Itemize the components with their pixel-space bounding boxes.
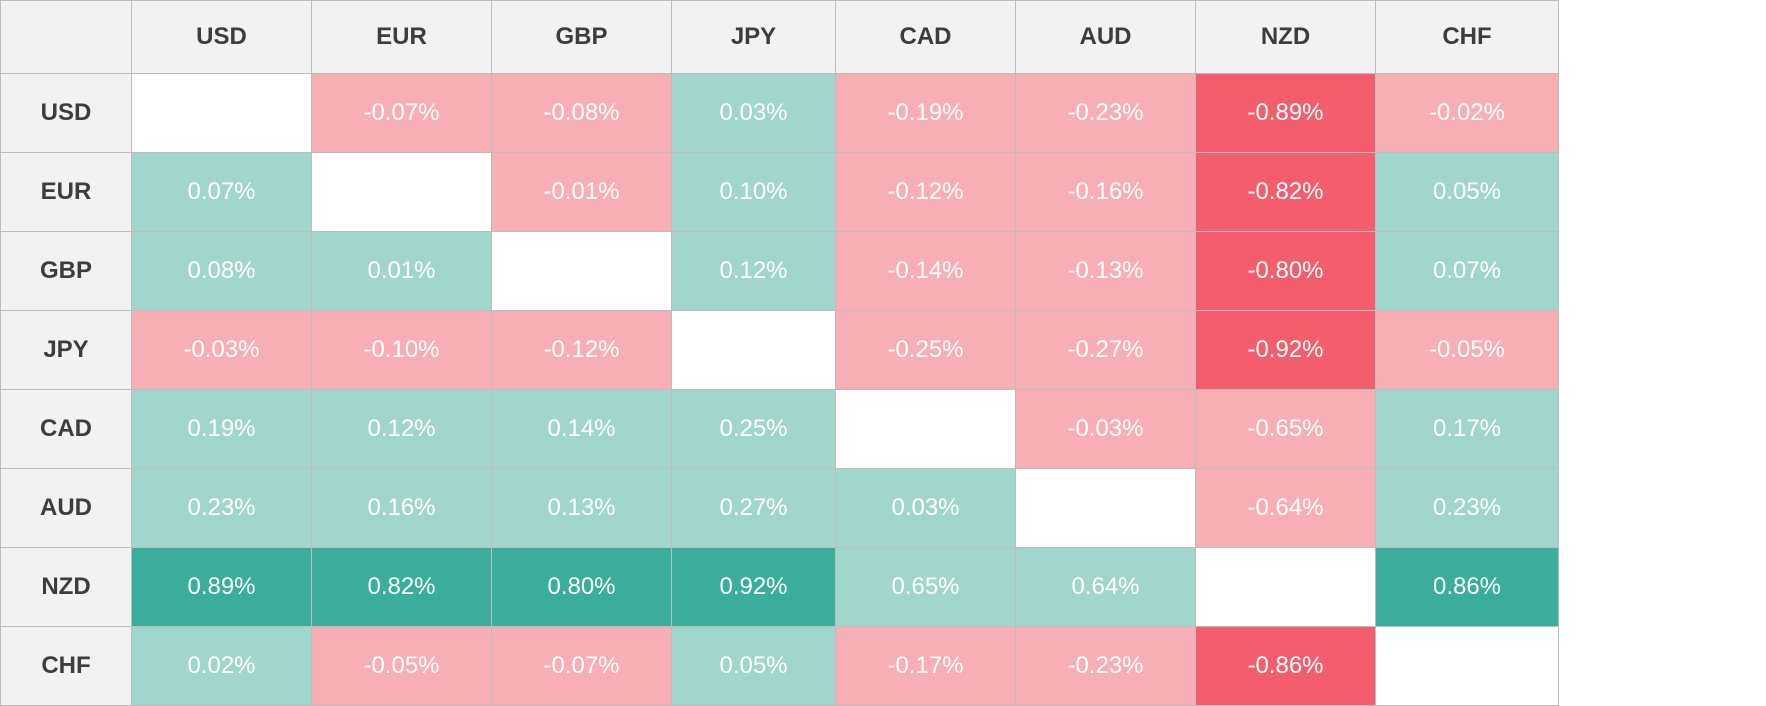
heatmap-cell-cad-gbp: 0.14%: [491, 389, 672, 469]
heatmap-cell-chf-cad: -0.17%: [835, 626, 1016, 706]
heatmap-cell-jpy-chf: -0.05%: [1375, 310, 1559, 390]
row-header-chf: CHF: [0, 626, 132, 706]
heatmap-cell-nzd-nzd: [1195, 547, 1376, 627]
heatmap-cell-aud-nzd: -0.64%: [1195, 468, 1376, 548]
heatmap-cell-eur-gbp: -0.01%: [491, 152, 672, 232]
column-header-jpy: JPY: [671, 0, 836, 74]
heatmap-cell-usd-jpy: 0.03%: [671, 73, 836, 153]
row-header-aud: AUD: [0, 468, 132, 548]
row-header-nzd: NZD: [0, 547, 132, 627]
heatmap-cell-jpy-usd: -0.03%: [131, 310, 312, 390]
heatmap-cell-chf-nzd: -0.86%: [1195, 626, 1376, 706]
corner-cell: [0, 0, 132, 74]
header-row: USD EUR GBP JPY CAD AUD NZD CHF: [0, 0, 1559, 74]
heatmap-cell-aud-cad: 0.03%: [835, 468, 1016, 548]
heatmap-cell-gbp-usd: 0.08%: [131, 231, 312, 311]
heatmap-cell-cad-cad: [835, 389, 1016, 469]
heatmap-cell-eur-usd: 0.07%: [131, 152, 312, 232]
heatmap-cell-chf-jpy: 0.05%: [671, 626, 836, 706]
heatmap-cell-nzd-cad: 0.65%: [835, 547, 1016, 627]
heatmap-cell-nzd-jpy: 0.92%: [671, 547, 836, 627]
column-header-chf: CHF: [1375, 0, 1559, 74]
heatmap-cell-gbp-cad: -0.14%: [835, 231, 1016, 311]
column-header-usd: USD: [131, 0, 312, 74]
column-header-nzd: NZD: [1195, 0, 1376, 74]
row-header-usd: USD: [0, 73, 132, 153]
column-header-cad: CAD: [835, 0, 1016, 74]
column-header-eur: EUR: [311, 0, 492, 74]
heatmap-cell-jpy-jpy: [671, 310, 836, 390]
heatmap-cell-gbp-aud: -0.13%: [1015, 231, 1196, 311]
heatmap-cell-cad-nzd: -0.65%: [1195, 389, 1376, 469]
heatmap-cell-cad-eur: 0.12%: [311, 389, 492, 469]
heatmap-cell-gbp-jpy: 0.12%: [671, 231, 836, 311]
heatmap-cell-nzd-chf: 0.86%: [1375, 547, 1559, 627]
heatmap-row-gbp: GBP 0.08% 0.01% 0.12% -0.14% -0.13% -0.80% 0.07…: [0, 231, 1559, 311]
heatmap-cell-aud-eur: 0.16%: [311, 468, 492, 548]
heatmap-cell-aud-usd: 0.23%: [131, 468, 312, 548]
heatmap-cell-chf-chf: [1375, 626, 1559, 706]
row-header-eur: EUR: [0, 152, 132, 232]
heatmap-cell-eur-nzd: -0.82%: [1195, 152, 1376, 232]
heatmap-cell-chf-gbp: -0.07%: [491, 626, 672, 706]
heatmap-cell-jpy-aud: -0.27%: [1015, 310, 1196, 390]
heatmap-cell-aud-gbp: 0.13%: [491, 468, 672, 548]
row-header-gbp: GBP: [0, 231, 132, 311]
heatmap-cell-usd-chf: -0.02%: [1375, 73, 1559, 153]
currency-strength-heatmap: USD EUR GBP JPY CAD AUD NZD CHF USD -0.07…: [0, 0, 1559, 706]
heatmap-body: USD -0.07% -0.08% 0.03% -0.19% -0.23% -0.89% -0…: [0, 73, 1559, 706]
heatmap-cell-nzd-eur: 0.82%: [311, 547, 492, 627]
column-header-gbp: GBP: [491, 0, 672, 74]
heatmap-cell-usd-cad: -0.19%: [835, 73, 1016, 153]
heatmap-row-aud: AUD 0.23% 0.16% 0.13% 0.27% 0.03% -0.64% 0.23%: [0, 468, 1559, 548]
heatmap-cell-cad-usd: 0.19%: [131, 389, 312, 469]
heatmap-cell-gbp-nzd: -0.80%: [1195, 231, 1376, 311]
heatmap-row-eur: EUR 0.07% -0.01% 0.10% -0.12% -0.16% -0.82% 0.0…: [0, 152, 1559, 232]
heatmap-row-chf: CHF 0.02% -0.05% -0.07% 0.05% -0.17% -0.23% -0.…: [0, 626, 1559, 706]
heatmap-cell-jpy-nzd: -0.92%: [1195, 310, 1376, 390]
heatmap-cell-jpy-eur: -0.10%: [311, 310, 492, 390]
heatmap-cell-chf-aud: -0.23%: [1015, 626, 1196, 706]
heatmap-cell-cad-aud: -0.03%: [1015, 389, 1196, 469]
heatmap-row-jpy: JPY -0.03% -0.10% -0.12% -0.25% -0.27% -0.92% -…: [0, 310, 1559, 390]
heatmap-cell-aud-jpy: 0.27%: [671, 468, 836, 548]
heatmap-row-usd: USD -0.07% -0.08% 0.03% -0.19% -0.23% -0.89% -0…: [0, 73, 1559, 153]
heatmap-cell-eur-cad: -0.12%: [835, 152, 1016, 232]
heatmap-cell-usd-eur: -0.07%: [311, 73, 492, 153]
heatmap-row-nzd: NZD 0.89% 0.82% 0.80% 0.92% 0.65% 0.64% 0.86%: [0, 547, 1559, 627]
column-header-aud: AUD: [1015, 0, 1196, 74]
heatmap-cell-chf-eur: -0.05%: [311, 626, 492, 706]
heatmap-cell-jpy-gbp: -0.12%: [491, 310, 672, 390]
heatmap-cell-usd-nzd: -0.89%: [1195, 73, 1376, 153]
heatmap-cell-gbp-gbp: [491, 231, 672, 311]
heatmap-cell-aud-chf: 0.23%: [1375, 468, 1559, 548]
heatmap-cell-usd-gbp: -0.08%: [491, 73, 672, 153]
heatmap-cell-usd-usd: [131, 73, 312, 153]
row-header-cad: CAD: [0, 389, 132, 469]
heatmap-cell-gbp-eur: 0.01%: [311, 231, 492, 311]
heatmap-cell-aud-aud: [1015, 468, 1196, 548]
heatmap-cell-cad-jpy: 0.25%: [671, 389, 836, 469]
heatmap-cell-eur-chf: 0.05%: [1375, 152, 1559, 232]
row-header-jpy: JPY: [0, 310, 132, 390]
heatmap-cell-chf-usd: 0.02%: [131, 626, 312, 706]
heatmap-cell-nzd-gbp: 0.80%: [491, 547, 672, 627]
heatmap-cell-nzd-aud: 0.64%: [1015, 547, 1196, 627]
heatmap-cell-cad-chf: 0.17%: [1375, 389, 1559, 469]
heatmap-row-cad: CAD 0.19% 0.12% 0.14% 0.25% -0.03% -0.65% 0.17%: [0, 389, 1559, 469]
heatmap-cell-eur-eur: [311, 152, 492, 232]
heatmap-cell-jpy-cad: -0.25%: [835, 310, 1016, 390]
heatmap-cell-eur-aud: -0.16%: [1015, 152, 1196, 232]
heatmap-cell-eur-jpy: 0.10%: [671, 152, 836, 232]
heatmap-cell-usd-aud: -0.23%: [1015, 73, 1196, 153]
heatmap-cell-gbp-chf: 0.07%: [1375, 231, 1559, 311]
heatmap-cell-nzd-usd: 0.89%: [131, 547, 312, 627]
